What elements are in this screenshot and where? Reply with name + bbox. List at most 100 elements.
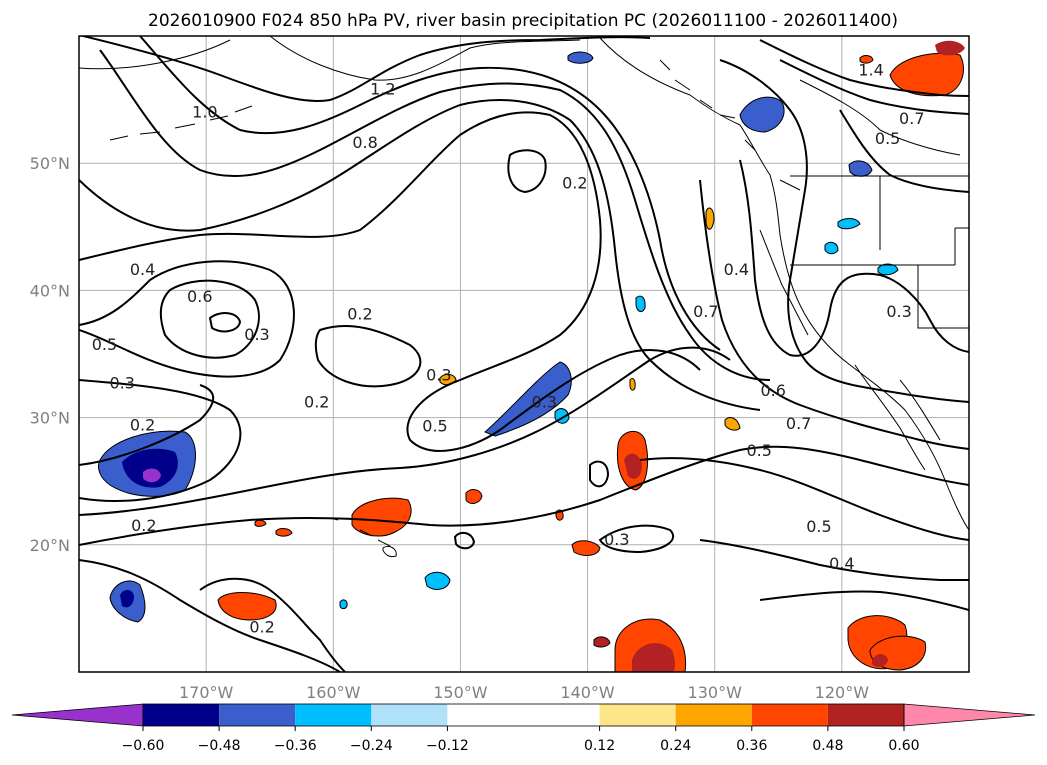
colorbar-tick-label: 0.48 (812, 738, 843, 754)
lat-tick-label: 40°N (30, 281, 70, 300)
positive-anomaly-patch (217, 592, 277, 621)
contour-label: 0.3 (604, 530, 629, 549)
contour-label: 0.4 (130, 260, 155, 279)
contour-line (79, 260, 295, 378)
longitude-tick-labels: 170°W 160°W 150°W 140°W 130°W 120°W (179, 683, 869, 702)
contour-line (79, 384, 215, 466)
colorbar-bin (371, 704, 448, 726)
contour-line (79, 445, 969, 546)
negative-anomaly-patch (567, 51, 594, 64)
latitude-tick-labels: 20°N 30°N 40°N 50°N (30, 154, 70, 555)
lat-tick-label: 50°N (30, 154, 70, 173)
positive-anomaly-core (935, 40, 965, 56)
contour-line (759, 39, 969, 97)
coastlines (79, 36, 969, 558)
contour-line (639, 457, 969, 541)
contour-line (79, 99, 761, 411)
north-america-west-coast (739, 124, 969, 531)
contour-line (719, 59, 969, 403)
negative-anomaly-patch (877, 263, 899, 276)
contour-line (139, 36, 721, 351)
positive-anomaly-patch (254, 519, 267, 527)
colorbar-tick-label: 0.36 (736, 738, 767, 754)
contour-label: 0.3 (886, 302, 911, 321)
negative-anomaly-patch (484, 361, 572, 437)
negative-anomaly-patch (739, 96, 785, 133)
colorbar-bin (751, 704, 828, 726)
colorbar-tick-label: −0.12 (426, 738, 469, 754)
contour-label: 0.7 (899, 109, 924, 128)
contour-label: 0.2 (131, 516, 156, 535)
contour-line (453, 531, 476, 550)
lat-tick-label: 30°N (30, 409, 70, 428)
colorbar-over-extension (903, 703, 1036, 727)
contour-label: 0.6 (760, 381, 785, 400)
contour-line (739, 159, 969, 357)
contour-line (699, 539, 969, 581)
negative-anomaly-patch (837, 218, 861, 230)
contour-label: 0.5 (806, 517, 831, 536)
contour-line (314, 324, 422, 388)
colorbar-tick-label: 0.60 (888, 738, 919, 754)
map-panel: 1.41.21.00.80.70.50.20.40.60.50.30.20.40… (78, 35, 970, 673)
contour-line (79, 36, 651, 102)
contour-line (79, 559, 341, 672)
colorbar-tick-label: 0.12 (584, 738, 615, 754)
contour-line (507, 149, 547, 194)
lon-tick-label: 130°W (688, 683, 743, 702)
negative-anomaly-patch (339, 599, 348, 610)
contour-line (779, 59, 969, 115)
contour-label: 0.2 (130, 415, 155, 434)
negative-anomaly-core (122, 448, 178, 488)
contour-label: 0.2 (249, 618, 274, 637)
contour-line (79, 379, 242, 502)
contour-label: 0.3 (532, 392, 557, 411)
negative-anomaly-patch (848, 160, 873, 177)
colorbar-bins (143, 704, 904, 726)
contour-line (199, 577, 346, 672)
contour-line (79, 111, 701, 452)
contour-label: 0.7 (786, 414, 811, 433)
contour-label: 0.3 (110, 373, 135, 392)
positive-anomaly-patch (724, 417, 741, 431)
contour-label: 0.6 (187, 287, 212, 306)
canada-coast-islands (659, 59, 801, 191)
contour-label: 0.5 (92, 335, 117, 354)
contour-label: 0.5 (422, 417, 447, 436)
aleutian-islands (109, 105, 253, 141)
lon-tick-label: 140°W (560, 683, 615, 702)
gridlines (79, 36, 969, 672)
colorbar-bin (143, 704, 220, 726)
contour-label: 0.2 (304, 392, 329, 411)
positive-anomaly-core (624, 453, 642, 479)
colorbar-bin (599, 704, 676, 726)
state-borders (790, 176, 969, 329)
positive-anomaly-patch (465, 489, 483, 504)
colorbar-tick-label: 0.24 (660, 738, 691, 754)
colorbar-tick-label: −0.60 (122, 738, 165, 754)
contour-label: 0.5 (875, 129, 900, 148)
colorbar-bin (219, 704, 296, 726)
colorbar-tick-label: −0.48 (198, 738, 241, 754)
colorbar-frame (142, 703, 905, 727)
contour-label: 0.3 (426, 366, 451, 385)
arctic-coast (799, 79, 961, 156)
map-frame (78, 35, 970, 673)
contour-line (839, 109, 969, 193)
contour-label: 1.2 (370, 80, 395, 99)
contour-label: 0.5 (746, 441, 771, 460)
contour-line (699, 179, 969, 450)
lon-tick-label: 170°W (179, 683, 234, 702)
colorbar: −0.60 −0.48 −0.36 −0.24 −0.12 0.12 0.24 0.36 0.4… (11, 703, 1036, 754)
positive-anomaly-patch (859, 55, 874, 64)
colorbar-bin (675, 704, 752, 726)
contour-label: 0.2 (347, 305, 372, 324)
contour-label: 1.0 (192, 102, 217, 121)
california-coast (759, 229, 809, 336)
contour-line (208, 312, 242, 333)
lon-tick-label: 150°W (433, 683, 488, 702)
contour-line (598, 524, 675, 554)
positive-anomaly-core (872, 654, 888, 668)
positive-anomaly-patch (275, 528, 293, 537)
